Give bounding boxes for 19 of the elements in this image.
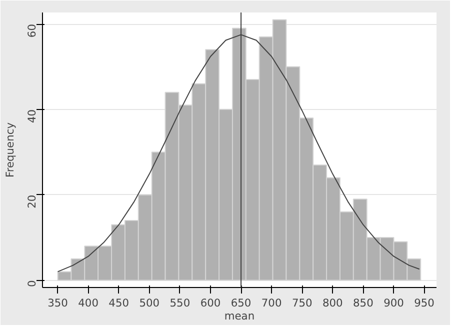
x-tick-label: 450: [108, 296, 130, 310]
y-tick-label: 40: [26, 109, 38, 123]
x-tick-label: 600: [200, 296, 221, 310]
x-tick-label: 950: [414, 296, 435, 310]
x-tick-label: 550: [170, 296, 190, 310]
x-tick-label: 700: [261, 296, 282, 310]
x-tick-label: 750: [292, 296, 312, 310]
y-tick-label: 20: [26, 194, 38, 208]
y-tick-label: 60: [26, 24, 38, 38]
x-tick-label: 500: [139, 296, 160, 310]
x-tick-label: 350: [48, 296, 68, 310]
x-tick-label: 400: [78, 296, 99, 310]
x-tick-label: 850: [353, 296, 374, 310]
y-tick-label: 0: [26, 280, 38, 288]
x-axis-title: mean: [224, 310, 255, 322]
x-tick-label: 900: [384, 296, 404, 310]
x-tick-label: 800: [322, 296, 344, 310]
y-axis-title: Frequency: [4, 122, 16, 178]
x-tick-label: 650: [230, 296, 252, 310]
